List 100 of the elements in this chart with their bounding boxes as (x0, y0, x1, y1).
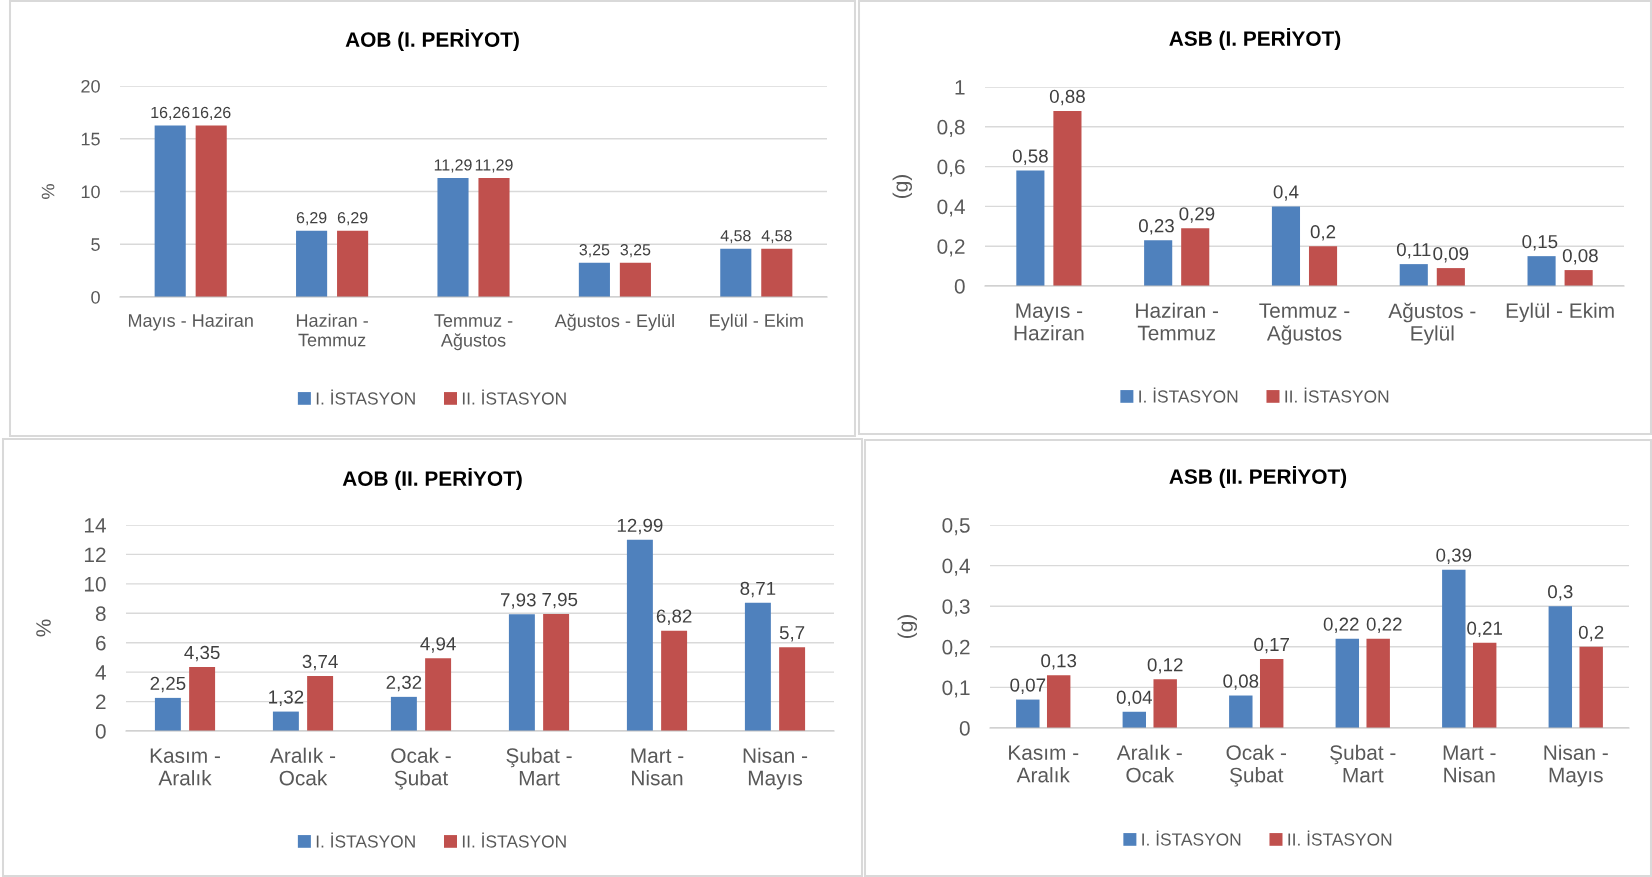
data-label: 3,25 (579, 244, 610, 258)
bar (1053, 110, 1082, 286)
y-tick-label: 4 (95, 665, 106, 680)
bar (425, 658, 452, 731)
bar (543, 614, 570, 731)
data-label: 0,07 (1010, 678, 1046, 694)
x-tick-label: Şubat - Mart (506, 747, 572, 786)
data-label: 0,23 (1138, 219, 1174, 235)
y-tick-label: 10 (84, 576, 106, 592)
bar (307, 675, 334, 731)
y-tick-label: 0,5 (942, 518, 970, 536)
legend-label: I. İSTASYON (1142, 830, 1241, 846)
data-label: 5,7 (779, 626, 805, 642)
y-axis-title: % (36, 619, 51, 637)
bar (1144, 240, 1173, 286)
y-tick-label: 0 (959, 721, 970, 736)
y-axis-title: % (41, 184, 55, 199)
data-label: 11,29 (475, 159, 513, 173)
data-label: 16,26 (151, 106, 190, 121)
data-label: 0,39 (1436, 548, 1472, 564)
data-label: 0,22 (1366, 617, 1402, 634)
bar (1271, 206, 1301, 286)
y-tick-label: 0,8 (937, 119, 965, 138)
bar (1527, 256, 1556, 286)
data-label: 0,11 (1396, 242, 1431, 259)
data-label: 3,25 (620, 244, 651, 258)
data-label: 2,25 (150, 676, 186, 693)
bar (390, 696, 417, 731)
bar (1472, 642, 1497, 728)
data-label: 0,58 (1012, 149, 1048, 165)
bar (1548, 606, 1573, 728)
y-tick-label: 12 (84, 547, 106, 562)
x-tick-label: Haziran - Temmuz (296, 313, 368, 347)
bar (189, 666, 216, 731)
data-label: 0,2 (1578, 625, 1604, 642)
legend-label: II. İSTASYON (1288, 830, 1392, 846)
y-tick-label: 0,6 (937, 159, 965, 177)
bar (1308, 246, 1338, 286)
bar (744, 602, 771, 731)
data-label: 0,15 (1522, 235, 1558, 251)
x-tick-label: Aralık - Ocak (270, 747, 336, 786)
x-tick-label: Nisan - Mayıs (743, 747, 808, 790)
bar (1259, 658, 1284, 728)
bar (195, 125, 227, 297)
data-label: 6,82 (656, 609, 692, 625)
bar (1399, 264, 1428, 286)
data-label: 6,29 (337, 212, 368, 226)
x-tick-label: Ağustos - Eylül (554, 313, 674, 331)
bar (1335, 638, 1360, 728)
data-label: 7,95 (542, 592, 578, 609)
legend-label: I. İSTASYON (316, 832, 415, 848)
data-label: 0,17 (1254, 637, 1289, 654)
data-label: 0,2 (1310, 225, 1336, 241)
y-tick-label: 5 (91, 238, 100, 251)
x-tick-label: Ocak - Şubat (391, 747, 451, 790)
x-tick-label: Kasım - Aralık (150, 748, 220, 786)
data-label: 7,93 (500, 593, 536, 609)
data-label: 0,04 (1116, 690, 1153, 707)
data-label: 4,58 (720, 230, 751, 244)
y-tick-label: 0 (954, 279, 965, 294)
data-label: 12,99 (617, 518, 663, 535)
bar (661, 630, 688, 731)
y-tick-label: 10 (81, 185, 100, 199)
bar (626, 539, 653, 731)
data-label: 11,29 (434, 159, 472, 173)
chart-title: ASB (II. PERİYOT) (1169, 465, 1347, 489)
data-label: 0,4 (1273, 185, 1299, 201)
y-tick-label: 15 (81, 132, 100, 146)
bar (1579, 646, 1603, 728)
x-tick-label: Mayıs - Haziran (1014, 303, 1084, 341)
x-tick-label: Haziran - Temmuz (1136, 302, 1219, 341)
y-tick-label: 1 (955, 80, 965, 95)
bar (154, 125, 186, 297)
data-label: 4,94 (420, 637, 456, 653)
data-label: 0,3 (1548, 585, 1573, 601)
data-label: 0,21 (1467, 621, 1503, 638)
x-tick-label: Şubat - Mart (1330, 744, 1396, 783)
y-tick-label: 0,4 (937, 199, 965, 217)
x-tick-label: Ocak - Şubat (1226, 744, 1286, 787)
bar (1181, 228, 1210, 286)
data-label: 8,71 (740, 581, 776, 598)
bar (1564, 270, 1593, 286)
y-tick-label: 0,2 (937, 239, 965, 257)
bar (508, 614, 535, 731)
data-label: 0,22 (1323, 617, 1359, 634)
bar (1016, 699, 1040, 728)
data-label: 0,09 (1433, 246, 1469, 263)
data-label: 2,32 (386, 675, 422, 692)
bar (761, 248, 793, 297)
y-axis-title: (g) (892, 175, 912, 198)
x-tick-label: Mart - Nisan (631, 748, 684, 786)
y-tick-label: 14 (84, 518, 106, 533)
x-tick-label: Eylül - Ekim (1506, 302, 1614, 323)
bar (779, 647, 806, 731)
y-tick-label: 0,2 (942, 639, 970, 658)
data-label: 16,26 (192, 106, 231, 121)
y-axis-title: (g) (897, 615, 917, 638)
x-tick-label: Temmuz - Ağustos (434, 314, 513, 351)
bar (1046, 675, 1071, 728)
data-label: 0,08 (1223, 674, 1259, 690)
